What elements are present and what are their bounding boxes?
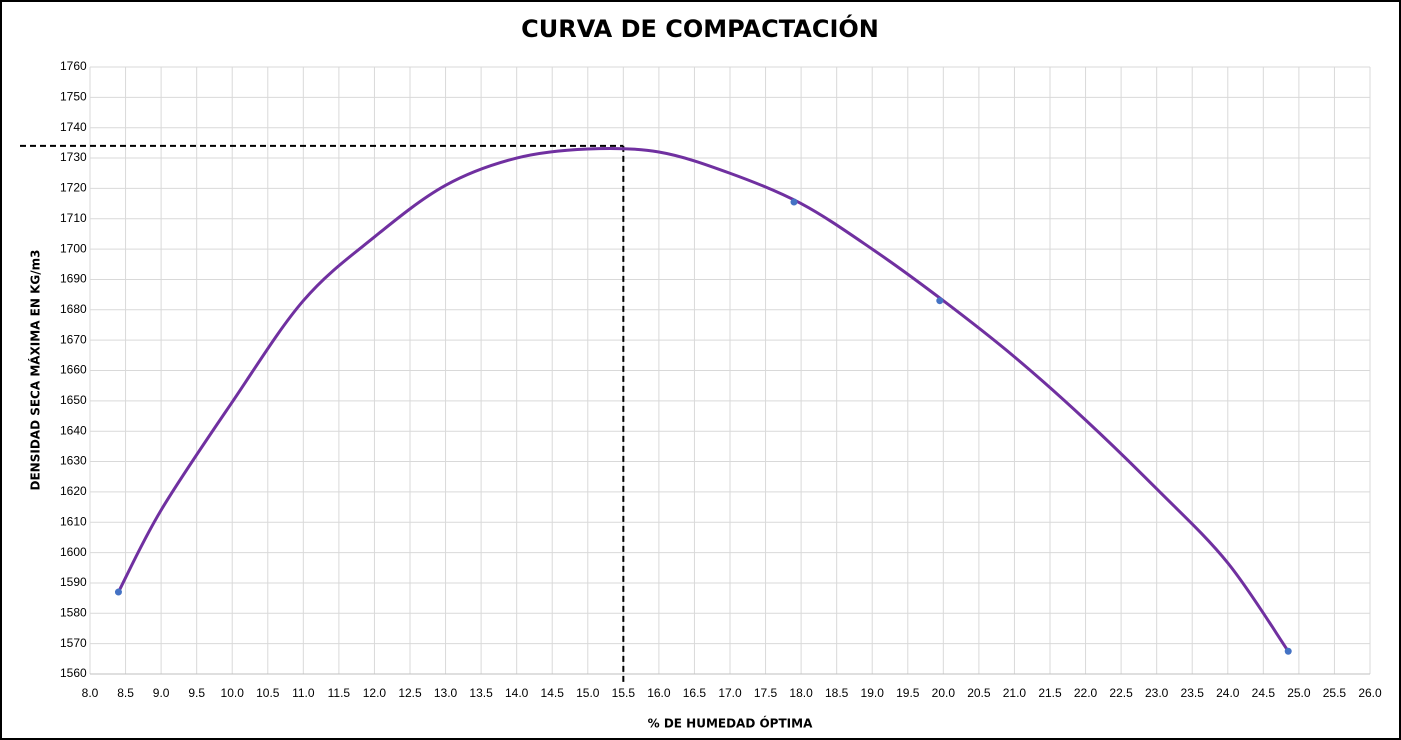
x-tick-label: 20.5 <box>967 686 991 700</box>
x-tick-label: 16.0 <box>647 686 671 700</box>
x-tick-label: 21.5 <box>1038 686 1062 700</box>
x-tick-label: 22.0 <box>1074 686 1098 700</box>
y-tick-label: 1660 <box>60 363 87 377</box>
fit-curve <box>117 146 1290 653</box>
x-tick-label: 23.5 <box>1181 686 1205 700</box>
x-tick-label: 18.5 <box>825 686 849 700</box>
y-tick-label: 1700 <box>60 241 87 255</box>
data-point <box>114 588 122 596</box>
x-tick-label: 14.0 <box>505 686 529 700</box>
x-tick-label: 16.5 <box>683 686 707 700</box>
x-tick-label: 9.5 <box>188 686 205 700</box>
y-tick-label: 1650 <box>60 393 87 407</box>
x-tick-label: 25.0 <box>1287 686 1311 700</box>
x-tick-label: 17.5 <box>754 686 778 700</box>
x-tick-label: 26.0 <box>1358 686 1382 700</box>
y-tick-label: 1670 <box>60 332 87 346</box>
x-tick-label: 8.0 <box>82 686 99 700</box>
x-tick-label: 25.5 <box>1323 686 1347 700</box>
x-tick-label: 12.0 <box>363 686 387 700</box>
y-tick-label: 1690 <box>60 272 87 286</box>
x-tick-label: 8.5 <box>117 686 134 700</box>
x-axis-label: % DE HUMEDAD ÓPTIMA <box>648 716 813 731</box>
y-tick-label: 1600 <box>60 545 87 559</box>
x-tick-label: 20.0 <box>932 686 956 700</box>
x-tick-label: 15.0 <box>576 686 600 700</box>
x-tick-label: 11.0 <box>292 686 315 700</box>
x-tick-label: 9.0 <box>153 686 170 700</box>
data-point <box>936 297 944 305</box>
y-tick-label: 1560 <box>60 666 87 680</box>
x-tick-label: 10.5 <box>256 686 280 700</box>
y-tick-label: 1590 <box>60 575 87 589</box>
y-tick-label: 1570 <box>60 636 87 650</box>
x-tick-label: 19.0 <box>861 686 885 700</box>
x-tick-label: 18.0 <box>789 686 813 700</box>
y-tick-label: 1620 <box>60 484 87 498</box>
x-tick-label: 11.5 <box>328 686 351 700</box>
x-tick-label: 13.5 <box>469 686 493 700</box>
x-tick-label: 12.5 <box>398 686 422 700</box>
x-tick-label: 13.0 <box>434 686 458 700</box>
x-tick-label: 17.0 <box>718 686 742 700</box>
x-tick-label: 21.0 <box>1003 686 1027 700</box>
y-tick-label: 1680 <box>60 302 87 316</box>
x-tick-label: 19.5 <box>896 686 920 700</box>
y-tick-label: 1730 <box>60 150 87 164</box>
x-tick-label: 22.5 <box>1109 686 1133 700</box>
y-tick-label: 1760 <box>60 59 87 73</box>
x-tick-label: 10.0 <box>221 686 245 700</box>
chart-title: CURVA DE COMPACTACIÓN <box>521 13 879 43</box>
y-tick-label: 1710 <box>60 211 87 225</box>
x-tick-label: 23.0 <box>1145 686 1169 700</box>
x-tick-label: 24.0 <box>1216 686 1240 700</box>
y-tick-label: 1740 <box>60 120 87 134</box>
x-tick-label: 14.5 <box>541 686 565 700</box>
y-tick-label: 1640 <box>60 423 87 437</box>
y-tick-label: 1630 <box>60 454 87 468</box>
y-tick-label: 1720 <box>60 181 87 195</box>
y-tick-label: 1610 <box>60 514 87 528</box>
y-tick-label: 1750 <box>60 90 87 104</box>
data-point <box>1284 647 1292 655</box>
data-point <box>790 198 798 206</box>
x-tick-label: 24.5 <box>1252 686 1276 700</box>
x-tick-label: 15.5 <box>612 686 636 700</box>
y-axis-label: DENSIDAD SECA MÁXIMA EN KG/m3 <box>28 250 43 491</box>
y-tick-label: 1580 <box>60 605 87 619</box>
